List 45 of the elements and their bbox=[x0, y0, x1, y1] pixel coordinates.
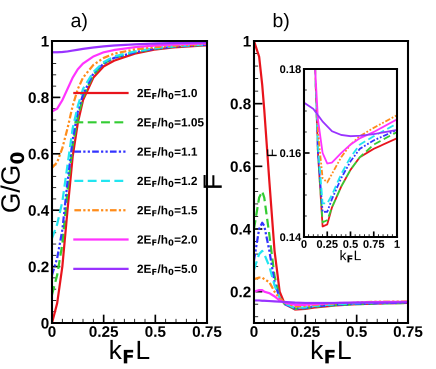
y-tick-label: 1 bbox=[244, 36, 251, 47]
line-series bbox=[314, 69, 397, 164]
legend-label: 2E$_{F}$/h$_{0}$=1.1 bbox=[137, 147, 198, 158]
y-tick-label: 0.16 bbox=[280, 149, 301, 158]
legend-label: 2E$_{F}$/h$_{0}$=1.2 bbox=[137, 176, 197, 188]
legend-label: 2E$_{F}$/h$_{0}$=1.0 bbox=[137, 88, 197, 100]
chart-title: a) bbox=[71, 13, 87, 32]
x-tick-label: 0.25 bbox=[316, 240, 338, 248]
x-axis-title: k$_{F}$L bbox=[312, 340, 351, 364]
y-tick-label: 0.4 bbox=[230, 224, 252, 235]
y-tick-label: 0 bbox=[41, 318, 49, 329]
y-tick-label: 0.2 bbox=[28, 261, 49, 272]
line-series bbox=[254, 288, 408, 306]
x-tick-label: 0.5 bbox=[343, 240, 358, 248]
x-axis-title: k$_{F}$L bbox=[340, 250, 361, 262]
legend-label: 2E$_{F}$/h$_{0}$=2.0 bbox=[137, 235, 197, 246]
y-axis-title: F bbox=[267, 149, 277, 156]
legend-label: 2E$_{F}$/h$_{0}$=1.5 bbox=[137, 206, 198, 216]
line-series bbox=[304, 102, 397, 138]
x-tick-label: 0.5 bbox=[346, 326, 367, 337]
legend-label: 2E$_{F}$/h$_{0}$=1.05 bbox=[137, 118, 204, 128]
x-tick-label: 0.75 bbox=[363, 240, 384, 248]
x-tick-label: 0.5 bbox=[145, 326, 166, 337]
legend-label: 2E$_{F}$/h$_{0}$=5.0 bbox=[137, 264, 197, 275]
y-tick-label: 1 bbox=[42, 36, 49, 47]
y-axis-title: G/G$_{0}$ bbox=[0, 152, 24, 212]
y-tick-label: 0.14 bbox=[280, 233, 302, 242]
y-tick-label: 0.18 bbox=[280, 65, 301, 74]
y-tick-label: 0.8 bbox=[28, 92, 49, 104]
y-tick-label: 0.6 bbox=[230, 161, 251, 172]
y-tick-label: 0.4 bbox=[28, 205, 50, 216]
x-tick-label: 1 bbox=[394, 240, 400, 248]
line-series bbox=[254, 222, 408, 310]
y-tick-label: 0.2 bbox=[230, 286, 251, 298]
line-series bbox=[52, 42, 207, 113]
x-tick-label: 0.25 bbox=[89, 326, 118, 337]
y-tick-label: 0.6 bbox=[28, 148, 49, 160]
y-tick-label: 0.8 bbox=[230, 98, 251, 110]
x-tick-label: 0.75 bbox=[192, 326, 222, 337]
x-axis-title: k$_{F}$L bbox=[110, 340, 150, 364]
x-tick-label: 0.25 bbox=[291, 326, 320, 337]
chart-title: b) bbox=[274, 13, 289, 32]
x-tick-label: 0 bbox=[301, 240, 307, 248]
line-series bbox=[52, 42, 207, 170]
x-tick-label: 0.75 bbox=[394, 326, 422, 337]
